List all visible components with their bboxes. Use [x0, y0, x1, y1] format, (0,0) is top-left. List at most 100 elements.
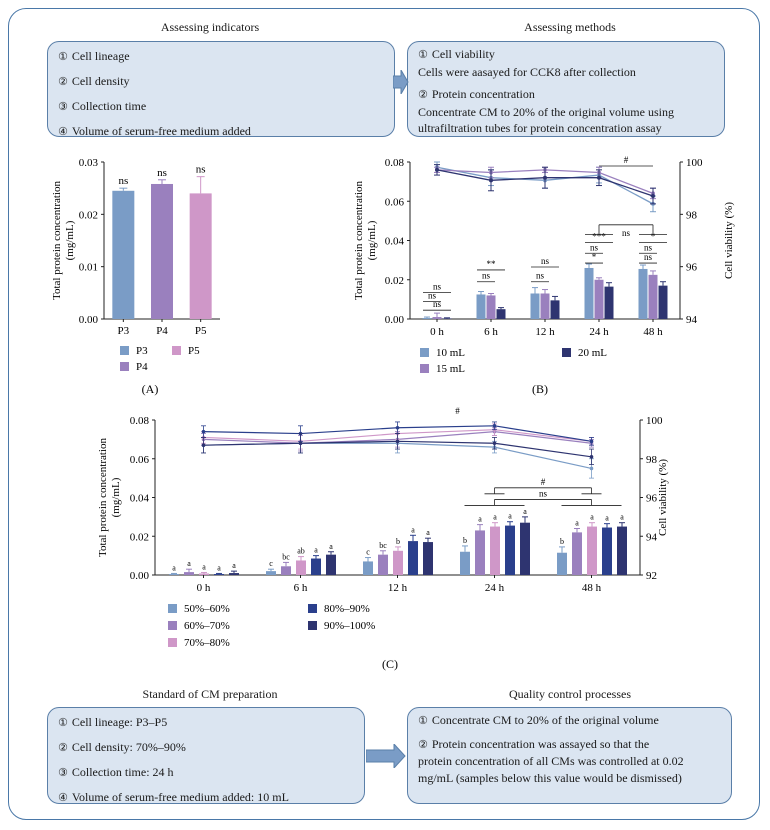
group-letter: a	[411, 525, 415, 534]
legend-label: 20 mL	[578, 347, 607, 359]
y-axis-label: Total protein concentration(mg/mL)	[353, 181, 378, 300]
bar	[442, 318, 452, 319]
quality-title: Quality control processes	[509, 687, 631, 701]
y2-tick-label: 100	[686, 157, 703, 169]
significance-label: ns	[590, 242, 599, 252]
legend-label: 10 mL	[436, 347, 465, 359]
bar	[587, 526, 597, 575]
x-tick-label: 48 h	[582, 582, 602, 594]
panel-label: (B)	[532, 382, 548, 396]
significance-label: #	[455, 406, 460, 416]
y-tick-label: 0.00	[130, 570, 150, 582]
bar	[572, 532, 582, 575]
significance-label: ns	[433, 282, 442, 292]
standard-item: ① Cell lineage: P3–P5	[58, 715, 168, 729]
group-letter: b	[560, 537, 564, 546]
bar	[476, 294, 486, 319]
x-tick-label: 24 h	[485, 582, 505, 594]
y-axis-label: Total protein concentration(mg/mL)	[51, 181, 76, 300]
bar	[520, 522, 530, 575]
bar	[378, 554, 388, 575]
group-letter: ab	[297, 547, 305, 556]
quality-line: ① Concentrate CM to 20% of the original v…	[418, 713, 659, 727]
method-line: ultrafiltration tubes for protein concen…	[418, 121, 662, 135]
viability-point	[589, 439, 594, 444]
x-tick-label: 24 h	[589, 326, 609, 338]
group-letter: c	[269, 559, 273, 568]
significance-label: ns	[428, 290, 437, 300]
method-head: ② Protein concentration	[418, 87, 535, 101]
y2-tick-label: 94	[686, 314, 698, 326]
standard-item: ② Cell density: 70%–90%	[58, 740, 186, 754]
y2-tick-label: 92	[646, 570, 657, 582]
bar	[189, 193, 212, 319]
group-letter: a	[426, 528, 430, 537]
y2-tick-label: 96	[646, 493, 658, 505]
viability-point	[492, 424, 497, 428]
y-tick-label: 0.04	[130, 493, 150, 505]
y2-axis-label: Cell viability (%)	[657, 459, 669, 536]
bar	[199, 573, 209, 575]
y-axis-label: Total protein concentration(mg/mL)	[97, 438, 122, 557]
item-number: ④	[58, 791, 68, 804]
bar	[214, 574, 224, 575]
indicators-title: Assessing indicators	[160, 20, 260, 34]
viability-point	[543, 175, 547, 180]
viability-point	[589, 466, 594, 471]
x-tick-label: P4	[156, 325, 168, 337]
x-tick-label: 0 h	[197, 582, 211, 594]
viability-point	[395, 439, 400, 444]
bar	[490, 526, 500, 575]
group-letter: a	[590, 513, 594, 522]
panel-label: (C)	[382, 657, 398, 671]
viability-point	[492, 441, 497, 446]
quality-line: mg/mL (samples below this value would be…	[418, 770, 682, 785]
group-letter: a	[575, 519, 579, 528]
item-number: ②	[418, 88, 428, 101]
methods-box: ① Cell viability Cells were aasayed for CC…	[407, 41, 725, 137]
legend-swatch	[120, 362, 129, 371]
bar	[266, 571, 276, 575]
bar	[486, 295, 496, 319]
bar	[530, 293, 540, 319]
bar	[169, 574, 179, 575]
x-tick-label: 6 h	[484, 326, 498, 338]
y-tick-label: 0.04	[385, 236, 405, 248]
y-tick-label: 0.02	[130, 531, 149, 543]
x-tick-label: P5	[195, 325, 207, 337]
bar	[617, 526, 627, 575]
x-tick-label: 12 h	[388, 582, 408, 594]
chart-c: 0.00 0.02 0.04 0.06 0.08 92 94 96 98 100 Total pro…	[97, 406, 669, 671]
group-letter: a	[508, 512, 512, 521]
bar	[423, 542, 433, 575]
significance-label: #	[624, 155, 629, 165]
bar	[281, 566, 291, 575]
y2-axis-label: Cell viability (%)	[723, 202, 735, 279]
y-tick-label: 0.08	[130, 415, 150, 427]
bar	[584, 267, 594, 319]
viability-point	[201, 443, 206, 447]
bar	[648, 274, 658, 319]
legend-label: P3	[136, 345, 148, 357]
y-tick-label: 0.08	[385, 157, 405, 169]
legend-swatch	[168, 621, 177, 630]
arrow-right-icon	[393, 70, 409, 94]
group-letter: a	[217, 563, 221, 572]
x-tick-label: P3	[118, 325, 130, 337]
group-letter: bc	[379, 541, 387, 550]
legend-label: 60%–70%	[184, 620, 230, 632]
item-number: ①	[58, 716, 68, 729]
bar	[422, 318, 432, 319]
legend-swatch	[562, 348, 571, 357]
bar	[602, 527, 612, 575]
y2-tick-label: 100	[646, 415, 663, 427]
significance-label: ns	[482, 271, 491, 281]
significance-label: *	[592, 252, 597, 262]
chart-b: 0.00 0.02 0.04 0.06 0.08 94 96 98 100 Total prote…	[353, 155, 735, 396]
group-letter: a	[329, 542, 333, 551]
item-number: ①	[58, 50, 68, 63]
item-number: ②	[418, 737, 428, 751]
indicators-box: ① Cell lineage ② Cell density ③ Collection ti…	[47, 41, 395, 138]
y-tick-label: 0.06	[130, 454, 150, 466]
viability-point	[435, 167, 439, 172]
